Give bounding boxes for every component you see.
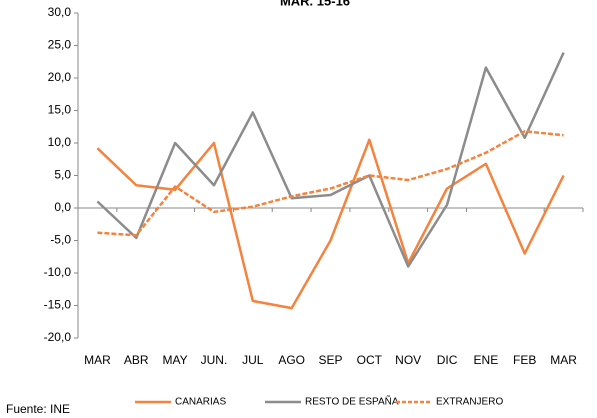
y-tick-label: 10,0 [48, 135, 72, 149]
y-tick-label: -5,0 [50, 233, 71, 247]
series-line [97, 130, 564, 237]
x-tick-label: NOV [395, 353, 421, 367]
x-tick-label: ENE [474, 353, 499, 367]
x-tick-label: AGO [278, 353, 305, 367]
x-tick-label: JUL [242, 353, 264, 367]
y-tick-label: 5,0 [54, 168, 71, 182]
x-tick-label: MAR [550, 353, 577, 367]
legend-label: EXTRANJERO [436, 397, 503, 408]
x-tick-label: ABR [124, 353, 149, 367]
legend-label: RESTO DE ESPAÑA [305, 395, 399, 408]
y-tick-label: 20,0 [48, 70, 72, 84]
y-tick-label: 25,0 [48, 38, 72, 52]
y-tick-label: -15,0 [44, 298, 72, 312]
x-tick-label: SEP [318, 353, 342, 367]
y-tick-label: -10,0 [44, 265, 72, 279]
source: Fuente: INE [6, 402, 70, 416]
series-line [96, 138, 565, 310]
x-tick-label: MAR [84, 353, 111, 367]
y-tick-label: 0,0 [54, 200, 71, 214]
x-tick-label: OCT [357, 353, 383, 367]
x-tick-label: JUN. [201, 353, 228, 367]
chart-title: MAR. 15-16 [280, 0, 350, 8]
y-tick-label: 30,0 [48, 5, 72, 19]
series-line [96, 52, 565, 268]
legend-label: CANARIAS [175, 397, 226, 408]
x-tick-label: FEB [513, 353, 536, 367]
y-tick-label: -20,0 [44, 330, 72, 344]
x-tick-label: DIC [437, 353, 458, 367]
x-tick-label: MAY [163, 353, 188, 367]
y-tick-label: 15,0 [48, 103, 72, 117]
